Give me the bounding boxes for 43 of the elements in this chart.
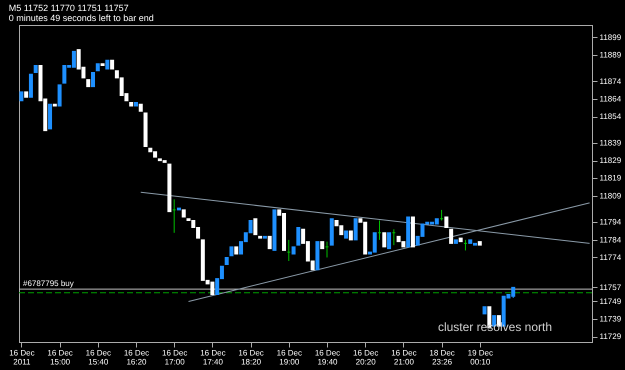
x-tick-label: 16 Dec 17:40 bbox=[200, 348, 226, 366]
y-tick-label: 11874 bbox=[600, 76, 622, 86]
y-tick-label: 11757 bbox=[600, 282, 622, 292]
y-tick-label: 11739 bbox=[600, 314, 622, 324]
x-tick-label: 19 Dec 00:10 bbox=[468, 348, 493, 366]
x-tick-label: 16 Dec 19:00 bbox=[276, 348, 302, 366]
candlestick bbox=[387, 232, 392, 250]
candlestick bbox=[91, 72, 96, 88]
y-tick-label: 11899 bbox=[600, 32, 622, 42]
y-tick-label: 11819 bbox=[600, 174, 622, 183]
y-tick-label: 11729 bbox=[600, 332, 622, 342]
x-tick-label: 16 Dec 21:00 bbox=[391, 348, 417, 366]
y-tick-label: 11839 bbox=[600, 138, 622, 148]
y-tick-label: 11809 bbox=[600, 191, 622, 200]
x-tick-label: 18 Dec 23:26 bbox=[429, 348, 455, 366]
x-tick-label: 16 Dec 17:00 bbox=[162, 348, 188, 366]
candlestick bbox=[58, 84, 62, 107]
candlestick bbox=[253, 218, 258, 236]
y-tick-label: 11794 bbox=[600, 218, 622, 227]
y-tick-label: 11774 bbox=[600, 252, 622, 262]
ref-line-label: #6787795 buy bbox=[23, 279, 74, 288]
x-tick-label: 16 Dec 19:40 bbox=[314, 348, 340, 366]
candlestick bbox=[268, 236, 272, 250]
chart-title: M5 11752 11770 11751 11757 bbox=[8, 3, 129, 13]
x-tick-label: 16 Dec 2011 bbox=[9, 348, 35, 366]
x-tick-label: 16 Dec 18:20 bbox=[238, 348, 264, 366]
y-tick-label: 11854 bbox=[600, 112, 622, 122]
x-tick-label: 16 Dec 15:00 bbox=[47, 348, 73, 366]
x-tick-label: 16 Dec 16:20 bbox=[124, 348, 150, 366]
candlestick bbox=[444, 216, 448, 228]
candlestick bbox=[296, 227, 300, 246]
candlestick bbox=[28, 74, 33, 98]
y-tick-label: 11889 bbox=[600, 50, 622, 60]
x-tick-label: 16 Dec 15:40 bbox=[86, 348, 111, 366]
candlestick bbox=[382, 232, 386, 248]
y-tick-label: 11829 bbox=[600, 156, 622, 166]
y-tick-label: 11749 bbox=[600, 296, 622, 306]
y-tick-label: 11864 bbox=[600, 94, 622, 104]
x-tick-label: 16 Dec 20:20 bbox=[353, 348, 378, 366]
y-tick-label: 11784 bbox=[600, 235, 622, 244]
candlestick bbox=[449, 228, 454, 244]
chart-subtitle: 0 minutes 49 seconds left to bar end bbox=[8, 13, 154, 23]
candlestick bbox=[354, 218, 358, 240]
